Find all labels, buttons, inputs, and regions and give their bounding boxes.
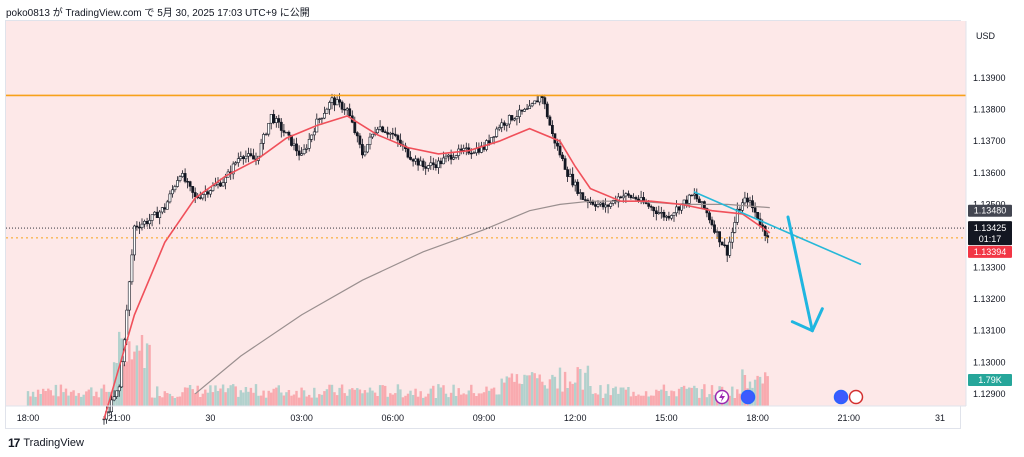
price-axis[interactable]: USD1.139001.138001.137001.136001.135001.… (965, 21, 1006, 406)
footer-brand[interactable]: 17 TradingView (8, 436, 84, 450)
current-price-tag: 1.13425 (974, 223, 1007, 233)
countdown-tag: 01:17 (979, 234, 1002, 244)
symbol-name[interactable]: ユーロ／米ドル・5・FXCM (14, 31, 138, 42)
price-tick-label: 1.13100 (973, 326, 1006, 336)
open-value: 始値1.13373 (142, 31, 199, 42)
currency-label: USD (976, 31, 996, 41)
close-value: 終値1.13425 (325, 31, 382, 42)
price-tick-label: 1.13200 (973, 294, 1006, 304)
price-tick-label: 1.13800 (973, 105, 1006, 115)
price-tick-label: 1.13600 (973, 168, 1006, 178)
publish-info: poko0813 が TradingView.com で 5月 30, 2025… (6, 8, 310, 19)
prev-price-tag-bg (968, 204, 1012, 217)
high-value: 高値1.13442 (203, 31, 260, 42)
brand-name: TradingView (23, 437, 84, 449)
price-tick-label: 1.13900 (973, 73, 1006, 83)
low-price-tag: 1.13394 (974, 247, 1007, 257)
current-price-tag-bg (968, 221, 1012, 246)
symbol-legend: ユーロ／米ドル・5・FXCM 始値1.13373 高値1.13442 安値1.1… (14, 27, 474, 42)
tradingview-logo-icon: 17 (8, 436, 20, 450)
price-tick-label: 1.12900 (973, 389, 1006, 399)
price-tick-label: 1.13500 (973, 199, 1006, 209)
volume-tag: 1.79K (978, 375, 1002, 385)
chart-frame (5, 20, 961, 429)
price-tick-label: 1.13000 (973, 357, 1006, 367)
price-tick-label: 1.13300 (973, 263, 1006, 273)
change-value: +0.00052 (+0.05%) (386, 31, 473, 42)
low-value: 安値1.13346 (264, 31, 321, 42)
low-price-tag-bg (968, 245, 1012, 258)
price-tick-label: 1.13700 (973, 136, 1006, 146)
prev-price-tag: 1.13480 (974, 206, 1007, 216)
volume-tag-bg (968, 374, 1012, 386)
